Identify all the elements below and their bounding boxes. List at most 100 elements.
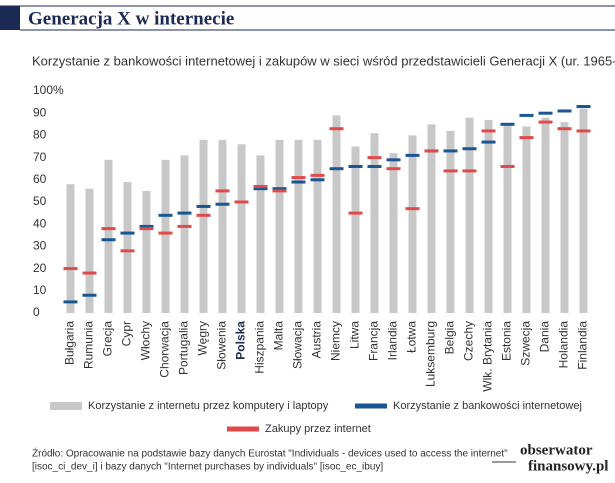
marker xyxy=(82,293,97,297)
marker xyxy=(120,231,135,235)
x-tick-label: Francja xyxy=(367,321,381,361)
bar xyxy=(294,139,303,313)
marker xyxy=(291,176,306,180)
marker xyxy=(272,187,287,191)
marker xyxy=(101,238,116,242)
x-tick-label: Niemcy xyxy=(329,321,343,361)
bar xyxy=(389,153,398,313)
marker xyxy=(310,173,325,177)
marker xyxy=(310,178,325,182)
marker xyxy=(196,204,211,208)
marker xyxy=(538,111,553,115)
x-tick-label: Słowacja xyxy=(291,321,305,369)
marker xyxy=(576,105,591,109)
x-tick-label: Estonia xyxy=(500,321,514,361)
x-tick-label: Grecja xyxy=(101,321,115,357)
x-tick-label: Malta xyxy=(272,321,286,351)
bar xyxy=(104,159,113,313)
marker xyxy=(215,189,230,193)
title-mark xyxy=(0,6,20,30)
bar xyxy=(427,124,436,313)
marker xyxy=(82,271,97,275)
x-tick-label: Irlandia xyxy=(386,321,400,361)
marker xyxy=(367,156,382,160)
bar xyxy=(313,139,322,313)
x-tick-label: Czechy xyxy=(462,321,476,361)
x-tick-label: Wlk. Brytania xyxy=(481,321,495,392)
marker xyxy=(329,167,344,171)
logo: obserwator xyxy=(520,442,593,458)
legend-label: Korzystanie z internetu przez komputery … xyxy=(88,400,329,412)
bar xyxy=(256,155,265,313)
y-tick-label: 60 xyxy=(33,172,47,186)
source: Źródło: Opracowanie na podstawie bazy da… xyxy=(32,447,508,460)
marker xyxy=(139,224,154,228)
bar xyxy=(66,184,75,313)
bar xyxy=(465,117,474,313)
marker xyxy=(519,113,534,117)
x-tick-label: Luksemburg xyxy=(424,321,438,387)
bar xyxy=(560,122,569,313)
chart-subtitle: Korzystanie z bankowości internetowej i … xyxy=(32,53,615,68)
y-tick-label: 50 xyxy=(33,194,47,208)
y-tick-label: 20 xyxy=(33,261,47,275)
y-tick-label: 100% xyxy=(33,83,64,97)
bar xyxy=(351,146,360,313)
legend-swatch xyxy=(355,403,387,409)
y-tick-label: 70 xyxy=(33,150,47,164)
bar xyxy=(484,119,493,313)
y-tick-label: 90 xyxy=(33,105,47,119)
x-tick-label: Łotwa xyxy=(405,321,419,353)
y-tick-label: 30 xyxy=(33,239,47,253)
marker xyxy=(405,207,420,211)
marker xyxy=(120,249,135,253)
marker xyxy=(348,164,363,168)
marker xyxy=(481,140,496,144)
x-tick-label: Chorwacja xyxy=(158,321,172,378)
legend-label: Korzystanie z bankowości internetowej xyxy=(393,400,582,412)
legend-swatch xyxy=(50,402,82,410)
bar xyxy=(332,115,341,313)
x-tick-label: Rumunia xyxy=(82,321,96,369)
marker xyxy=(386,158,401,162)
bar xyxy=(123,182,132,313)
bar xyxy=(142,190,151,313)
x-tick-label: Dania xyxy=(538,321,552,353)
x-tick-label: Słowenia xyxy=(215,321,229,370)
marker xyxy=(139,227,154,231)
marker xyxy=(158,231,173,235)
bar xyxy=(446,130,455,313)
marker xyxy=(481,129,496,133)
marker xyxy=(177,211,192,215)
marker xyxy=(462,147,477,151)
x-tick-label: Włochy xyxy=(139,321,153,360)
bar xyxy=(522,126,531,314)
x-tick-label: Belgia xyxy=(443,321,457,355)
legend-swatch xyxy=(227,426,259,432)
marker xyxy=(557,127,572,131)
y-tick-label: 80 xyxy=(33,128,47,142)
marker xyxy=(272,189,287,193)
marker xyxy=(215,202,230,206)
x-tick-label: Cypr xyxy=(120,321,134,346)
bar xyxy=(541,117,550,313)
marker xyxy=(348,211,363,215)
marker xyxy=(462,169,477,173)
marker xyxy=(405,153,420,157)
bar xyxy=(370,133,379,313)
x-tick-label: Litwa xyxy=(348,321,362,349)
bar xyxy=(85,188,94,313)
marker xyxy=(63,300,78,304)
marker xyxy=(557,109,572,113)
marker xyxy=(196,213,211,217)
marker xyxy=(253,187,268,191)
bar xyxy=(237,144,246,313)
marker xyxy=(443,169,458,173)
bar xyxy=(408,135,417,313)
bar xyxy=(503,124,512,313)
marker xyxy=(443,149,458,153)
y-tick-label: 0 xyxy=(33,305,40,319)
marker xyxy=(386,167,401,171)
marker xyxy=(500,122,515,126)
